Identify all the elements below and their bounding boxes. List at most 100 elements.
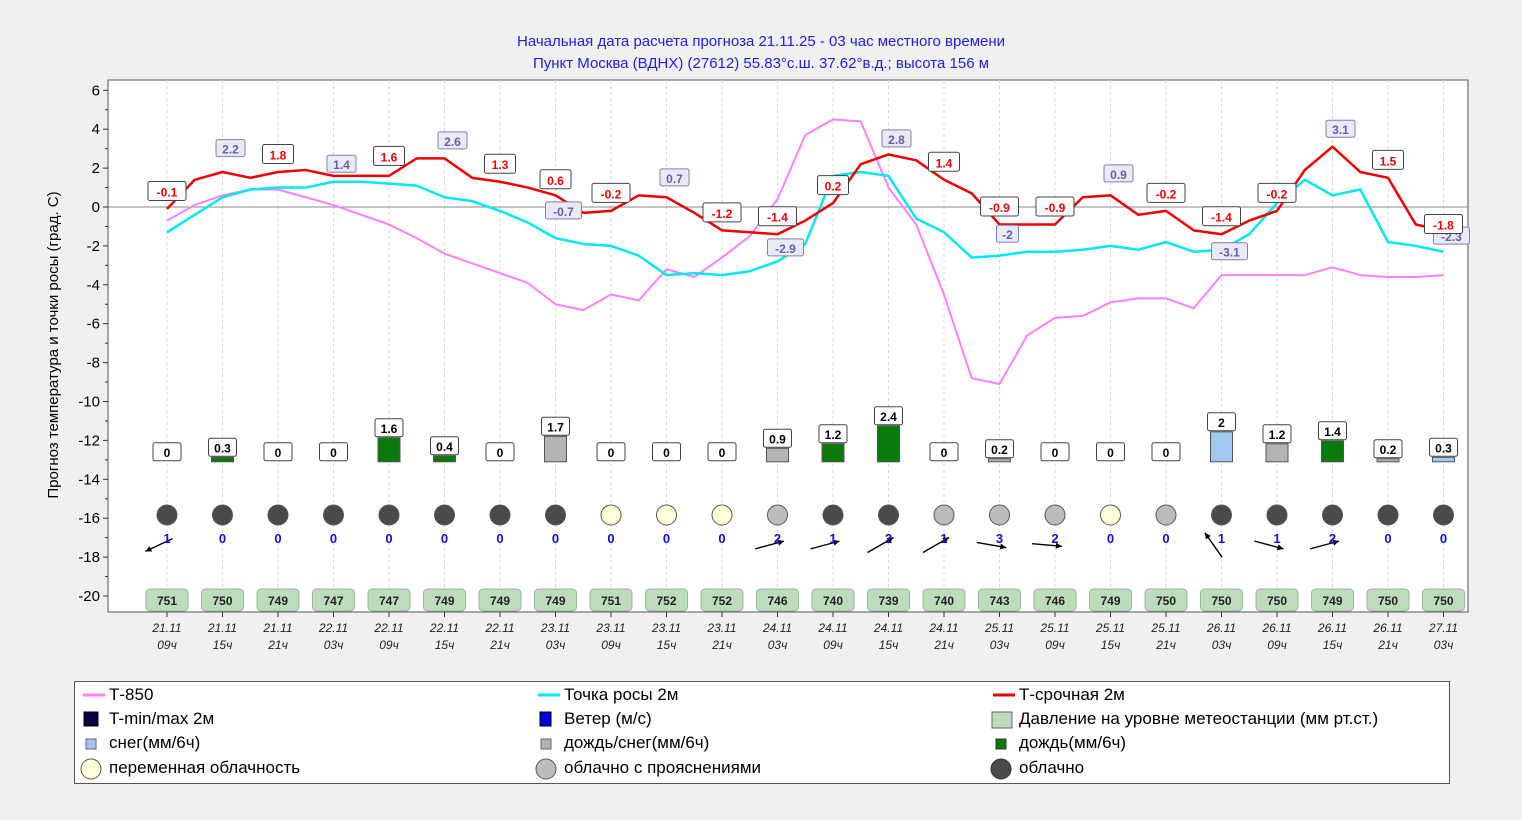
x-tick-hour: 21ч bbox=[933, 638, 954, 652]
tminmax-label: 3.1 bbox=[1332, 123, 1349, 137]
pressure-label: 752 bbox=[656, 594, 676, 608]
cloud-partly-icon bbox=[1044, 504, 1066, 526]
partly-cloud-swatch bbox=[535, 758, 557, 780]
x-tick-hour: 21ч bbox=[489, 638, 510, 652]
temp-label-box bbox=[1424, 214, 1463, 235]
x-tick-date: 21.11 bbox=[262, 621, 292, 635]
series-line bbox=[166, 145, 1444, 236]
y-tick-label: -10 bbox=[78, 394, 100, 411]
cloud-variable-icon bbox=[1100, 504, 1121, 526]
temp-label-box bbox=[373, 145, 405, 166]
precip-label-box bbox=[1318, 421, 1347, 441]
pressure-label: 750 bbox=[1433, 594, 1453, 608]
precip-label-box bbox=[1096, 442, 1125, 462]
temp-label-box bbox=[262, 143, 294, 164]
wind-speed-label: 0 bbox=[552, 531, 559, 546]
pressure-box bbox=[1255, 588, 1299, 612]
x-tick-date: 21.11 bbox=[207, 621, 237, 635]
tminmax-swatch bbox=[83, 711, 99, 727]
cloud-overcast-icon bbox=[267, 504, 289, 526]
precip-label-box bbox=[541, 416, 570, 436]
y-tick-label: 6 bbox=[92, 82, 100, 99]
precip-label: 0 bbox=[719, 446, 726, 460]
cloud-variable-icon bbox=[656, 504, 677, 526]
x-tick-hour: 09ч bbox=[157, 638, 177, 652]
x-tick-hour: 15ч bbox=[435, 638, 455, 652]
x-tick-hour: 21ч bbox=[267, 638, 288, 652]
pressure-box bbox=[1311, 588, 1354, 612]
wind-speed-label: 0 bbox=[663, 531, 670, 546]
wind-arrowhead-icon bbox=[1332, 539, 1339, 546]
pressure-label: 751 bbox=[157, 594, 177, 608]
precip-label-box bbox=[1207, 412, 1236, 432]
wind-speed-label: 1 bbox=[163, 531, 170, 546]
rain-swatch bbox=[995, 738, 1007, 750]
cloud-overcast-icon bbox=[878, 504, 899, 526]
x-tick-date: 24.11 bbox=[762, 621, 792, 635]
precip-bar-snow bbox=[1210, 431, 1233, 463]
wind-speed-label: 0 bbox=[1162, 531, 1169, 546]
pressure-box bbox=[589, 588, 633, 612]
series-line bbox=[166, 118, 1444, 385]
cloud-overcast-icon bbox=[1433, 504, 1454, 526]
precip-label-box bbox=[818, 424, 848, 444]
y-tick-label: -20 bbox=[78, 588, 100, 605]
x-tick-hour: 09ч bbox=[379, 638, 399, 652]
wind-speed-label: 0 bbox=[1440, 531, 1447, 546]
pressure-label: 746 bbox=[1045, 594, 1065, 608]
pressure-box bbox=[922, 588, 966, 612]
wind-speed-label: 0 bbox=[385, 531, 392, 546]
pressure-label: 752 bbox=[712, 594, 732, 608]
tminmax-label: 2.6 bbox=[444, 135, 461, 149]
wind-arrowhead-icon bbox=[145, 546, 153, 552]
tminmax-label: 0.7 bbox=[666, 172, 683, 186]
y-tick-label: -14 bbox=[78, 471, 100, 488]
temp-label: 1.8 bbox=[270, 148, 287, 162]
precip-label-box bbox=[374, 418, 404, 438]
x-tick-date: 26.11 bbox=[1261, 621, 1291, 635]
wind-speed-label: 0 bbox=[496, 531, 503, 546]
precip-bar-rain bbox=[877, 425, 900, 463]
temp-label-box bbox=[539, 169, 572, 190]
x-tick-date: 24.11 bbox=[873, 621, 903, 635]
pressure-box bbox=[1144, 588, 1188, 612]
precip-label: 2 bbox=[1218, 416, 1225, 430]
pressure-label: 749 bbox=[1100, 594, 1120, 608]
precip-label: 0 bbox=[941, 446, 948, 460]
pressure-label: 740 bbox=[823, 594, 843, 608]
wind-speed-label: 0 bbox=[1107, 531, 1114, 546]
x-tick-date: 24.11 bbox=[928, 621, 958, 635]
tminmax-label-box bbox=[659, 168, 690, 187]
legend-dewpoint: Точка росы 2м bbox=[564, 685, 679, 704]
precip-bar-mix bbox=[766, 447, 789, 463]
x-tick-hour: 03ч bbox=[1212, 638, 1232, 652]
pressure-box bbox=[312, 588, 355, 612]
x-tick-date: 22.11 bbox=[484, 621, 514, 635]
wind-speed-label: 0 bbox=[274, 531, 281, 546]
cloud-overcast-icon bbox=[156, 504, 178, 526]
temp-label: 0.6 bbox=[547, 174, 564, 188]
temp-label: -0.1 bbox=[157, 185, 178, 199]
pressure-swatch bbox=[991, 711, 1013, 729]
y-tick-label: 4 bbox=[92, 121, 100, 138]
temp-label: -1.8 bbox=[1433, 219, 1454, 233]
precip-label-box bbox=[1040, 442, 1070, 462]
variable-cloud-swatch bbox=[80, 758, 102, 780]
x-tick-hour: 15ч bbox=[213, 638, 233, 652]
precip-label: 0 bbox=[275, 446, 282, 460]
precip-bar-mix bbox=[988, 458, 1011, 463]
cloud-overcast-icon bbox=[434, 504, 455, 526]
pressure-label: 750 bbox=[1378, 594, 1398, 608]
precip-label: 0.2 bbox=[991, 443, 1008, 457]
precip-bar-rain bbox=[377, 437, 401, 463]
temp-label-box bbox=[928, 151, 960, 172]
wind-speed-label: 2 bbox=[885, 531, 892, 546]
precip-label-box bbox=[430, 436, 459, 456]
x-tick-date: 26.11 bbox=[1372, 621, 1402, 635]
precip-label: 2.4 bbox=[880, 410, 897, 424]
temp-label-box bbox=[817, 175, 849, 196]
pressure-label: 751 bbox=[601, 594, 621, 608]
pressure-box bbox=[756, 588, 799, 612]
precip-label-box bbox=[596, 442, 626, 462]
x-tick-hour: 09ч bbox=[601, 638, 621, 652]
